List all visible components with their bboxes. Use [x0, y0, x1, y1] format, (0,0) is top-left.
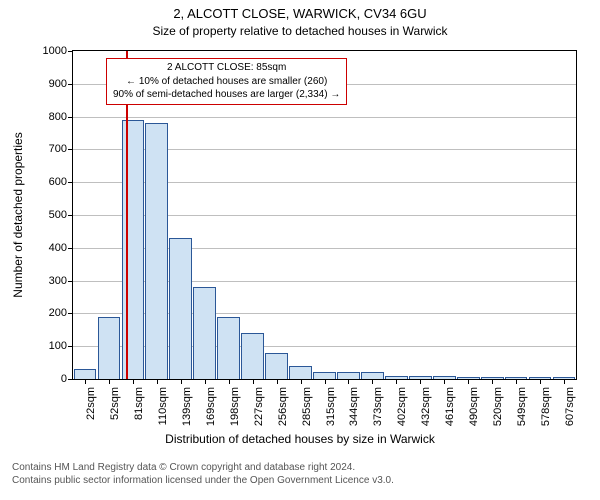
ytick-label: 100: [49, 340, 67, 352]
xtick-mark: [157, 379, 158, 384]
attribution-line-2: Contains public sector information licen…: [12, 475, 394, 488]
xtick-label: 402sqm: [396, 387, 408, 426]
xtick-label: 344sqm: [348, 387, 360, 426]
xtick-mark: [301, 379, 302, 384]
xtick-mark: [468, 379, 469, 384]
ytick-mark: [68, 84, 73, 85]
xtick-mark: [325, 379, 326, 384]
xtick-label: 81sqm: [133, 387, 145, 420]
xtick-mark: [492, 379, 493, 384]
callout-line-3: 90% of semi-detached houses are larger (…: [113, 88, 340, 102]
histogram-bar: [289, 366, 312, 379]
xtick-label: 256sqm: [277, 387, 289, 426]
xtick-mark: [229, 379, 230, 384]
xtick-mark: [253, 379, 254, 384]
xtick-label: 549sqm: [516, 387, 528, 426]
xtick-label: 139sqm: [181, 387, 193, 426]
xtick-mark: [277, 379, 278, 384]
callout-line-2: ← 10% of detached houses are smaller (26…: [113, 75, 340, 89]
ytick-mark: [68, 149, 73, 150]
xtick-mark: [420, 379, 421, 384]
ytick-mark: [68, 248, 73, 249]
xtick-mark: [444, 379, 445, 384]
xtick-mark: [133, 379, 134, 384]
xtick-mark: [396, 379, 397, 384]
ytick-mark: [68, 182, 73, 183]
xtick-label: 461sqm: [444, 387, 456, 426]
xtick-label: 169sqm: [205, 387, 217, 426]
y-axis-title: Number of detached properties: [11, 132, 25, 297]
ytick-label: 900: [49, 78, 67, 90]
histogram-bar: [217, 317, 240, 379]
grid-line: [73, 117, 576, 118]
ytick-mark: [68, 379, 73, 380]
x-axis-title: Distribution of detached houses by size …: [0, 432, 600, 446]
xtick-mark: [516, 379, 517, 384]
ytick-label: 800: [49, 111, 67, 123]
ytick-mark: [68, 117, 73, 118]
xtick-mark: [348, 379, 349, 384]
callout-line-1: 2 ALCOTT CLOSE: 85sqm: [113, 61, 340, 75]
ytick-label: 600: [49, 176, 67, 188]
ytick-mark: [68, 215, 73, 216]
histogram-bar: [74, 369, 97, 379]
ytick-label: 500: [49, 209, 67, 221]
xtick-label: 373sqm: [372, 387, 384, 426]
ytick-label: 400: [49, 242, 67, 254]
ytick-label: 1000: [43, 45, 67, 57]
histogram-bar: [145, 123, 168, 379]
xtick-mark: [181, 379, 182, 384]
ytick-label: 0: [61, 373, 67, 385]
ytick-label: 300: [49, 275, 67, 287]
xtick-mark: [564, 379, 565, 384]
ytick-mark: [68, 346, 73, 347]
xtick-mark: [372, 379, 373, 384]
xtick-mark: [540, 379, 541, 384]
page-subtitle: Size of property relative to detached ho…: [0, 24, 600, 38]
ytick-label: 700: [49, 143, 67, 155]
xtick-mark: [85, 379, 86, 384]
ytick-mark: [68, 281, 73, 282]
xtick-label: 227sqm: [253, 387, 265, 426]
xtick-mark: [109, 379, 110, 384]
chart-callout-box: 2 ALCOTT CLOSE: 85sqm ← 10% of detached …: [106, 58, 347, 105]
ytick-mark: [68, 313, 73, 314]
histogram-bar: [193, 287, 216, 379]
xtick-label: 432sqm: [420, 387, 432, 426]
xtick-label: 110sqm: [157, 387, 169, 425]
page-title: 2, ALCOTT CLOSE, WARWICK, CV34 6GU: [0, 6, 600, 21]
ytick-label: 200: [49, 307, 67, 319]
xtick-label: 520sqm: [492, 387, 504, 426]
xtick-mark: [205, 379, 206, 384]
histogram-bar: [241, 333, 264, 379]
xtick-label: 52sqm: [109, 387, 121, 420]
xtick-label: 607sqm: [564, 387, 576, 426]
xtick-label: 578sqm: [540, 387, 552, 426]
ytick-mark: [68, 51, 73, 52]
attribution-line-1: Contains HM Land Registry data © Crown c…: [12, 462, 394, 475]
xtick-label: 198sqm: [229, 387, 241, 426]
histogram-bar: [265, 353, 288, 379]
histogram-bar: [98, 317, 121, 379]
attribution-text: Contains HM Land Registry data © Crown c…: [12, 462, 394, 487]
xtick-label: 315sqm: [325, 387, 337, 426]
xtick-label: 22sqm: [85, 387, 97, 420]
xtick-label: 490sqm: [468, 387, 480, 426]
histogram-bar: [169, 238, 192, 379]
xtick-label: 285sqm: [301, 387, 313, 426]
